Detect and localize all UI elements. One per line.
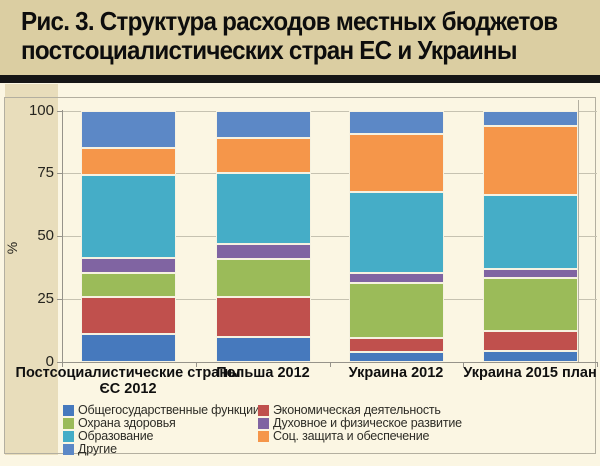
figure-title-band: Рис. 3. Структура расходов местных бюдже…	[0, 0, 600, 75]
legend-swatch-icon	[63, 405, 74, 416]
bar-segment-соц.	[349, 134, 444, 193]
x-category-label-3: Украина 2012	[326, 365, 466, 382]
legend-item-1: Общегосударственные функции	[63, 404, 260, 417]
x-tickmark-1	[196, 362, 197, 367]
bar-segment-образование	[349, 192, 444, 273]
y-tickmark-50	[57, 236, 62, 238]
legend-label: Духовное и физическое развитие	[273, 416, 462, 430]
bar-segment-соц.	[483, 125, 578, 195]
legend-label: Охрана здоровья	[78, 416, 176, 430]
x-category-label-2: Польша 2012	[193, 365, 333, 382]
legend-label: Общегосударственные функции	[78, 403, 260, 417]
bar-segment-общегосударственные	[81, 334, 176, 362]
y-tick-label-75: 75	[37, 164, 54, 182]
y-gridline-100	[62, 110, 597, 112]
y-axis-title: %	[4, 241, 21, 255]
bar-segment-охрана	[81, 272, 176, 297]
bar-segment-другие	[349, 110, 444, 135]
legend-label: Экономическая деятельность	[273, 403, 441, 417]
y-tick-label-50: 50	[37, 227, 54, 245]
legend-item-3: Охрана здоровья	[63, 417, 253, 430]
bar-segment-экономическая	[81, 296, 176, 335]
x-category-label-line: Украина 2015 план	[463, 365, 597, 381]
x-category-label-line: Польша 2012	[216, 365, 310, 381]
legend-swatch-icon	[63, 444, 74, 455]
legend-swatch-icon	[258, 431, 269, 442]
legend-swatch-icon	[63, 418, 74, 429]
y-tick-label-25: 25	[37, 290, 54, 308]
x-category-label-line: ЄС 2012	[99, 380, 157, 397]
y-gridline-50	[62, 236, 597, 238]
bar-segment-охрана	[483, 277, 578, 331]
y-gridline-75	[62, 173, 597, 175]
bar-segment-общегосударственные	[349, 351, 444, 362]
bar-segment-духовное	[81, 257, 176, 273]
y-tickmark-25	[57, 299, 62, 301]
y-gridline-25	[62, 299, 597, 301]
legend-label: Образование	[78, 429, 154, 443]
x-category-label-line: Украина 2012	[348, 365, 444, 381]
bar-segment-образование	[216, 173, 311, 244]
bar-segment-экономическая	[216, 296, 311, 337]
bar-segment-соц.	[216, 138, 311, 174]
legend-item-2: Экономическая деятельность	[258, 404, 518, 417]
bar-3	[349, 110, 444, 362]
bar-segment-экономическая	[483, 330, 578, 351]
bar-2	[216, 110, 311, 362]
bar-segment-другие	[81, 110, 176, 149]
bar-4	[483, 110, 578, 362]
bar-segment-соц.	[81, 148, 176, 175]
figure-title-line-1: Рис. 3. Структура расходов местных бюдже…	[21, 6, 558, 36]
bar-segment-охрана	[349, 282, 444, 339]
bar-segment-образование	[81, 174, 176, 258]
bar-segment-общегосударственные	[216, 336, 311, 362]
legend-item-6: Соц. защита и обеспечение	[258, 430, 518, 443]
axis-column-background	[5, 84, 58, 455]
x-tickmark-0	[62, 362, 63, 367]
x-category-label-line: Постсоциалистические страны	[15, 365, 241, 381]
y-tickmark-100	[57, 110, 62, 112]
y-tick-label-100: 100	[28, 101, 54, 119]
x-tickmark-4	[597, 362, 598, 367]
x-tickmark-3	[463, 362, 464, 367]
title-divider-bar	[0, 75, 600, 83]
y-tickmark-75	[57, 173, 62, 175]
x-category-label-1: Постсоциалистические страны ЄС 2012	[3, 365, 253, 397]
y-axis	[62, 109, 63, 362]
y-tick-label-0: 0	[45, 353, 54, 370]
legend-label: Соц. защита и обеспечение	[273, 429, 430, 443]
bar-segment-экономическая	[349, 338, 444, 352]
figure-title-line-2: постсоциалистических стран ЕС и Украины	[21, 35, 518, 65]
bar-segment-духовное	[216, 243, 311, 259]
legend-swatch-icon	[258, 405, 269, 416]
chart-frame	[4, 97, 596, 454]
legend-swatch-icon	[63, 431, 74, 442]
y-tickmark-0	[57, 362, 62, 363]
plot-right-border	[578, 99, 579, 362]
bar-segment-образование	[483, 194, 578, 269]
bar-segment-другие	[216, 110, 311, 139]
bar-segment-общегосударственные	[483, 350, 578, 362]
bar-segment-духовное	[483, 268, 578, 278]
bar-segment-другие	[483, 110, 578, 126]
legend-swatch-icon	[258, 418, 269, 429]
legend-item-7: Другие	[63, 443, 253, 456]
legend-item-4: Духовное и физическое развитие	[258, 417, 518, 430]
bar-segment-духовное	[349, 272, 444, 283]
x-category-label-4: Украина 2015 план	[450, 365, 600, 382]
legend-item-5: Образование	[63, 430, 253, 443]
x-tickmark-2	[330, 362, 331, 367]
x-axis	[62, 362, 597, 363]
legend-label: Другие	[78, 442, 117, 456]
bar-1	[81, 110, 176, 362]
bar-segment-охрана	[216, 258, 311, 297]
